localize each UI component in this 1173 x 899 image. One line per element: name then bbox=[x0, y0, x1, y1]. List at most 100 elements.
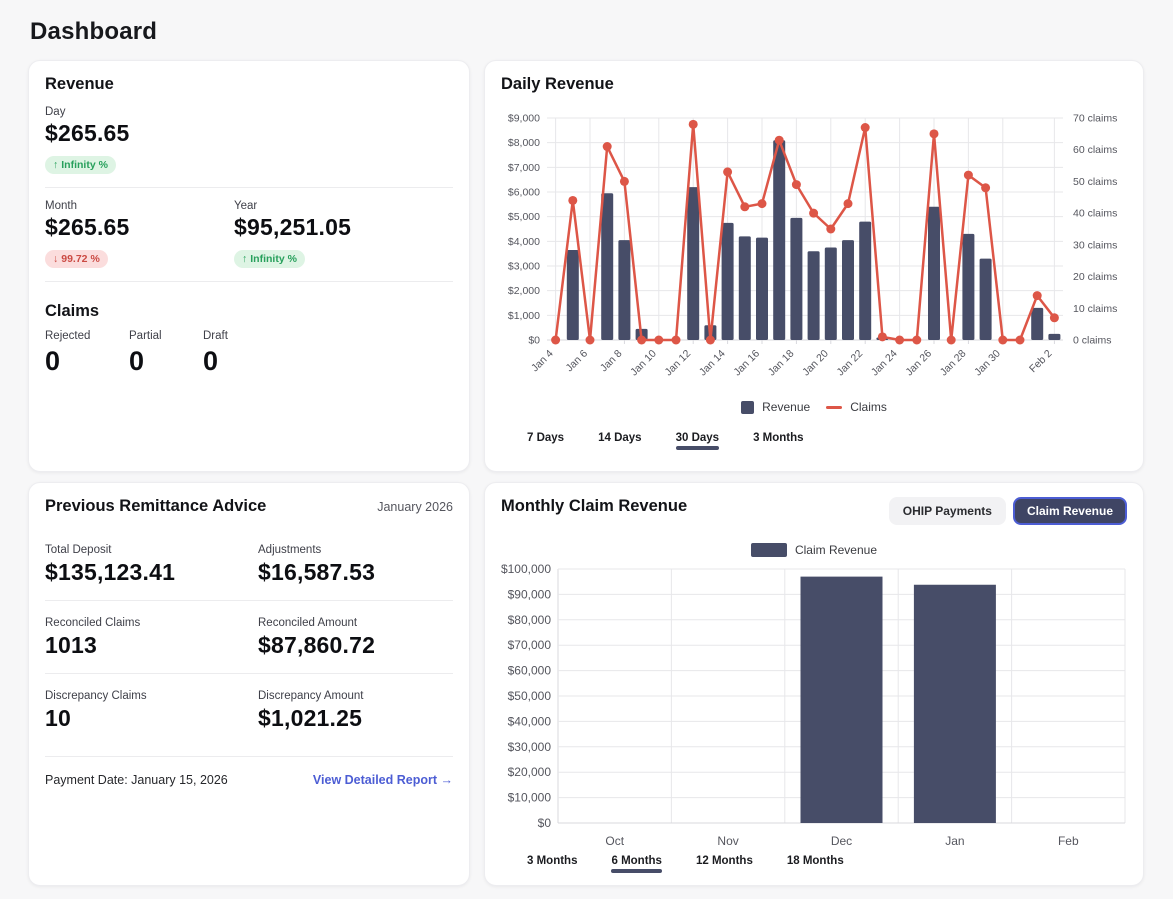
svg-text:$8,000: $8,000 bbox=[508, 137, 540, 149]
remittance-card: Previous Remittance Advice January 2026 … bbox=[28, 482, 470, 886]
daily-revenue-card: Daily Revenue Jan 4Jan 6Jan 8Jan 10Jan 1… bbox=[484, 60, 1144, 472]
monthly-range-tabs: 3 Months 6 Months 12 Months 18 Months bbox=[527, 855, 1127, 873]
svg-text:40 claims: 40 claims bbox=[1073, 208, 1117, 220]
claim-revenue-legend-label: Claim Revenue bbox=[795, 543, 877, 557]
discrepancy-claims-block: Discrepancy Claims 10 bbox=[45, 690, 258, 732]
payment-date: Payment Date: January 15, 2026 bbox=[45, 773, 228, 787]
arrow-up-icon: ↑ bbox=[53, 159, 58, 171]
svg-text:$5,000: $5,000 bbox=[508, 211, 540, 223]
claim-revenue-legend-swatch-icon bbox=[751, 543, 787, 557]
remittance-title: Previous Remittance Advice bbox=[45, 497, 266, 516]
claim-revenue-button[interactable]: Claim Revenue bbox=[1013, 497, 1127, 525]
svg-text:Jan 10: Jan 10 bbox=[628, 348, 659, 379]
svg-text:$3,000: $3,000 bbox=[508, 261, 540, 273]
svg-text:$90,000: $90,000 bbox=[508, 587, 552, 601]
divider bbox=[45, 600, 453, 601]
revenue-card-title: Revenue bbox=[45, 75, 453, 94]
tab-6-months-monthly[interactable]: 6 Months bbox=[611, 855, 661, 873]
svg-text:$4,000: $4,000 bbox=[508, 236, 540, 248]
reconciled-amount-value: $87,860.72 bbox=[258, 632, 453, 659]
discrepancy-claims-value: 10 bbox=[45, 705, 258, 732]
svg-text:Jan 28: Jan 28 bbox=[938, 348, 969, 379]
svg-text:Jan: Jan bbox=[945, 834, 964, 848]
svg-text:Jan 20: Jan 20 bbox=[800, 348, 831, 379]
monthly-claim-revenue-card: Monthly Claim Revenue OHIP Payments Clai… bbox=[484, 482, 1144, 886]
svg-text:20 claims: 20 claims bbox=[1073, 271, 1117, 283]
revenue-day-badge: ↑ Infinity % bbox=[45, 156, 116, 174]
svg-text:50 claims: 50 claims bbox=[1073, 176, 1117, 188]
reconciled-amount-block: Reconciled Amount $87,860.72 bbox=[258, 617, 453, 659]
claims-partial: Partial 0 bbox=[129, 330, 203, 377]
claims-rejected-label: Rejected bbox=[45, 330, 129, 342]
svg-text:Jan 8: Jan 8 bbox=[598, 348, 625, 375]
revenue-day-value: $265.65 bbox=[45, 120, 453, 147]
claims-rejected-value: 0 bbox=[45, 346, 129, 377]
tab-14-days[interactable]: 14 Days bbox=[598, 432, 641, 450]
arrow-down-icon: ↓ bbox=[53, 253, 58, 265]
tab-18-months-monthly[interactable]: 18 Months bbox=[787, 855, 844, 873]
svg-text:Jan 18: Jan 18 bbox=[766, 348, 797, 379]
svg-text:$6,000: $6,000 bbox=[508, 187, 540, 199]
claims-partial-label: Partial bbox=[129, 330, 203, 342]
claims-legend-label: Claims bbox=[850, 400, 887, 414]
svg-text:Jan 12: Jan 12 bbox=[663, 348, 694, 379]
revenue-month-block: Month $265.65 ↓ 99.72 % bbox=[45, 188, 234, 268]
revenue-day-label: Day bbox=[45, 106, 453, 118]
svg-text:$30,000: $30,000 bbox=[508, 740, 552, 754]
page-title: Dashboard bbox=[0, 0, 1173, 60]
svg-text:Jan 30: Jan 30 bbox=[972, 348, 1003, 379]
svg-text:Nov: Nov bbox=[717, 834, 738, 848]
reconciled-amount-label: Reconciled Amount bbox=[258, 617, 453, 629]
svg-text:Jan 14: Jan 14 bbox=[697, 348, 728, 379]
view-detailed-report-link[interactable]: View Detailed Report → bbox=[313, 773, 453, 787]
claims-rejected: Rejected 0 bbox=[45, 330, 129, 377]
tab-30-days[interactable]: 30 Days bbox=[676, 432, 719, 450]
tab-12-months-monthly[interactable]: 12 Months bbox=[696, 855, 753, 873]
svg-text:$100,000: $100,000 bbox=[501, 562, 551, 576]
daily-revenue-chart: Jan 4Jan 6Jan 8Jan 10Jan 12Jan 14Jan 16J… bbox=[501, 106, 1129, 396]
revenue-year-block: Year $95,251.05 ↑ Infinity % bbox=[234, 188, 453, 268]
daily-revenue-title: Daily Revenue bbox=[501, 75, 1127, 94]
svg-text:$20,000: $20,000 bbox=[508, 765, 552, 779]
svg-text:$10,000: $10,000 bbox=[508, 791, 552, 805]
revenue-year-badge-text: Infinity % bbox=[250, 253, 297, 265]
total-deposit-value: $135,123.41 bbox=[45, 559, 258, 586]
adjustments-block: Adjustments $16,587.53 bbox=[258, 544, 453, 586]
daily-range-tabs: 7 Days 14 Days 30 Days 3 Months bbox=[527, 432, 1127, 450]
tab-3-months-monthly[interactable]: 3 Months bbox=[527, 855, 577, 873]
reconciled-claims-label: Reconciled Claims bbox=[45, 617, 258, 629]
svg-text:$1,000: $1,000 bbox=[508, 310, 540, 322]
total-deposit-label: Total Deposit bbox=[45, 544, 258, 556]
svg-text:$2,000: $2,000 bbox=[508, 285, 540, 297]
revenue-month-badge: ↓ 99.72 % bbox=[45, 250, 108, 268]
revenue-year-value: $95,251.05 bbox=[234, 214, 453, 241]
ohip-payments-button[interactable]: OHIP Payments bbox=[889, 497, 1006, 525]
svg-text:60 claims: 60 claims bbox=[1073, 144, 1117, 156]
revenue-legend-label: Revenue bbox=[762, 400, 810, 414]
revenue-year-label: Year bbox=[234, 200, 453, 212]
tab-7-days[interactable]: 7 Days bbox=[527, 432, 564, 450]
divider bbox=[45, 281, 453, 282]
revenue-day-badge-text: Infinity % bbox=[61, 159, 108, 171]
revenue-year-badge: ↑ Infinity % bbox=[234, 250, 305, 268]
svg-text:$60,000: $60,000 bbox=[508, 664, 552, 678]
svg-text:$7,000: $7,000 bbox=[508, 162, 540, 174]
discrepancy-amount-block: Discrepancy Amount $1,021.25 bbox=[258, 690, 453, 732]
svg-text:30 claims: 30 claims bbox=[1073, 239, 1117, 251]
svg-text:Jan 6: Jan 6 bbox=[563, 348, 590, 375]
claims-draft: Draft 0 bbox=[203, 330, 228, 377]
revenue-month-label: Month bbox=[45, 200, 234, 212]
arrow-up-icon: ↑ bbox=[242, 253, 247, 265]
reconciled-claims-block: Reconciled Claims 1013 bbox=[45, 617, 258, 659]
svg-text:$70,000: $70,000 bbox=[508, 638, 552, 652]
monthly-claim-revenue-chart: $0$10,000$20,000$30,000$40,000$50,000$60… bbox=[501, 559, 1129, 851]
tab-3-months[interactable]: 3 Months bbox=[753, 432, 803, 450]
discrepancy-claims-label: Discrepancy Claims bbox=[45, 690, 258, 702]
claims-partial-value: 0 bbox=[129, 346, 203, 377]
svg-text:$0: $0 bbox=[538, 816, 552, 830]
revenue-month-badge-text: 99.72 % bbox=[61, 253, 100, 265]
claims-draft-value: 0 bbox=[203, 346, 228, 377]
svg-text:Oct: Oct bbox=[605, 834, 624, 848]
reconciled-claims-value: 1013 bbox=[45, 632, 258, 659]
svg-text:70 claims: 70 claims bbox=[1073, 113, 1117, 125]
